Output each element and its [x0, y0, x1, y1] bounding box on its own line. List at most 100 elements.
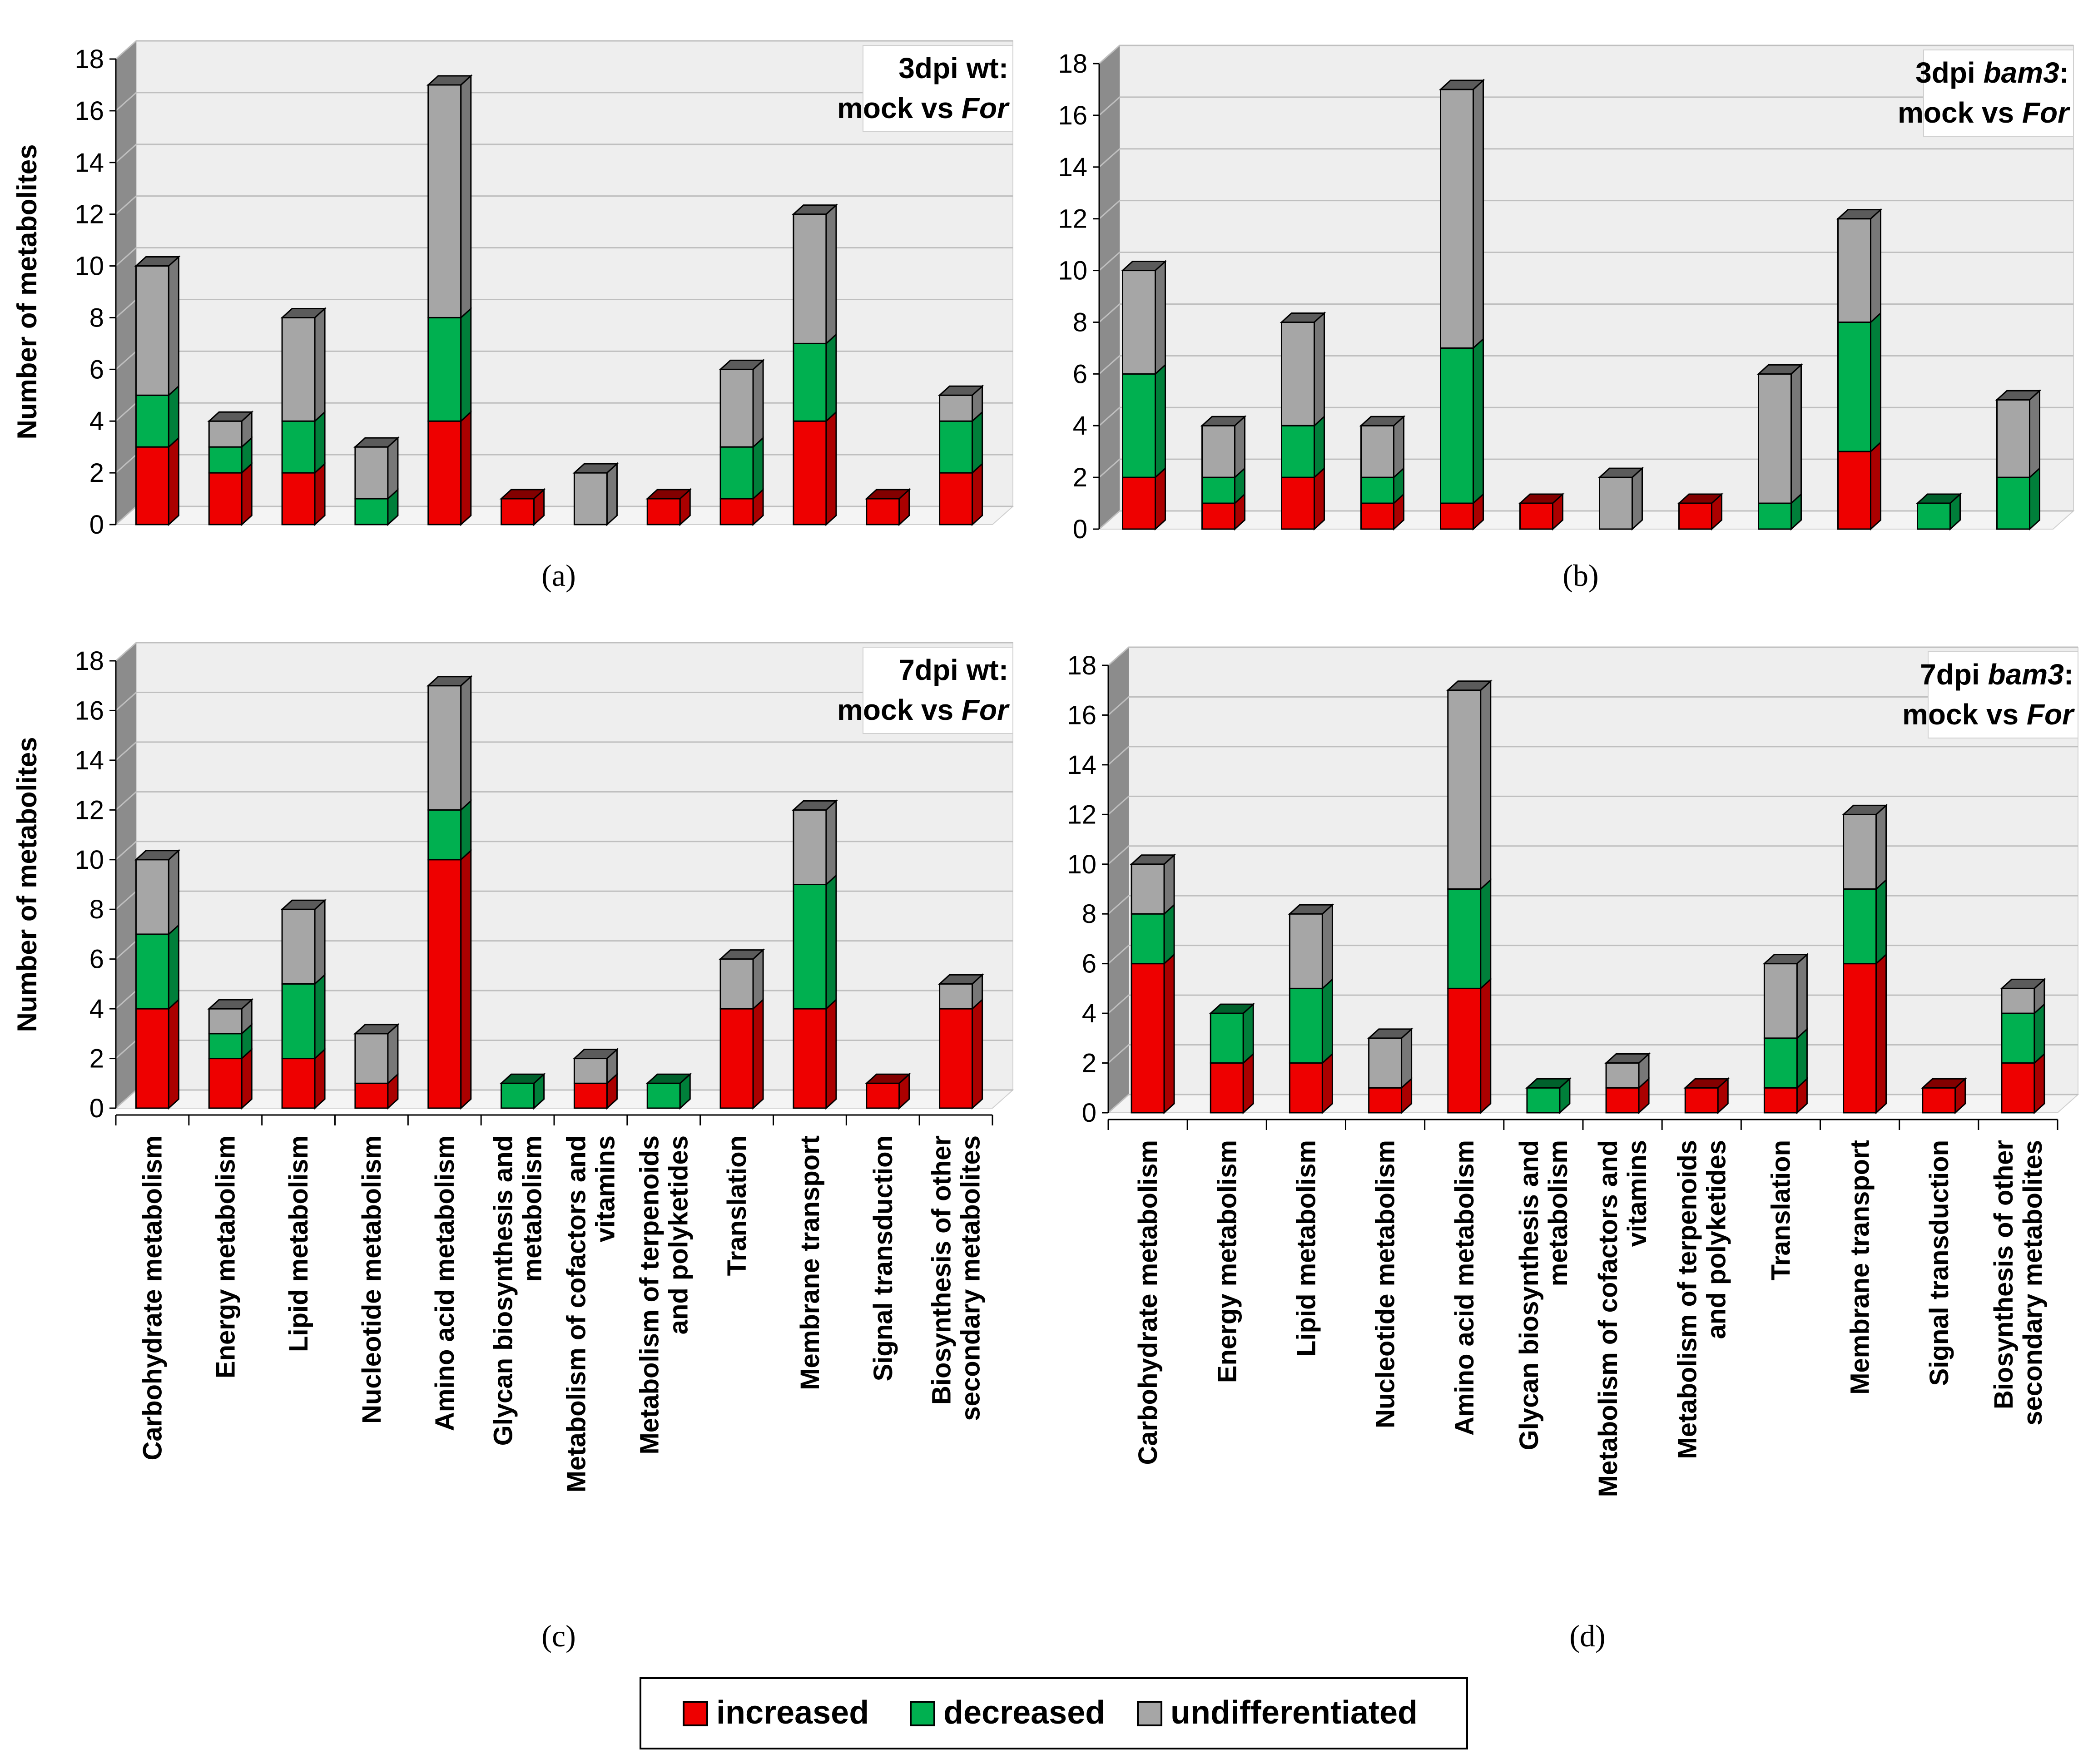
bar-front — [573, 1082, 608, 1109]
bar-side — [168, 384, 179, 449]
bar-decreased-11 — [2001, 1002, 2045, 1065]
title-text: 7dpi — [1920, 658, 1988, 691]
bar-increased-7 — [645, 488, 692, 526]
bar-front — [793, 809, 827, 886]
bar-side — [314, 410, 326, 475]
bar-top — [1518, 493, 1565, 504]
bar-front — [719, 1008, 754, 1109]
bar-top — [353, 437, 400, 448]
gridline — [115, 691, 1013, 711]
bar-increased-10 — [1920, 1077, 1967, 1115]
bar-top — [1359, 416, 1406, 426]
bar-top — [426, 676, 473, 687]
bar-increased-2 — [1289, 1052, 1333, 1115]
title-text: mock vs — [1898, 96, 2022, 129]
bar-side — [1393, 415, 1404, 479]
bar-side — [314, 1048, 326, 1110]
bar-front — [1678, 502, 1712, 530]
bar-undifferentiated-6 — [572, 1048, 619, 1085]
bar-decreased-9 — [793, 332, 837, 423]
bar-front — [1447, 689, 1482, 890]
bar-front — [208, 472, 243, 525]
gridline — [115, 642, 1013, 662]
bar-front — [939, 1008, 973, 1109]
bar-front — [793, 420, 827, 525]
gridline — [115, 40, 1013, 60]
bar-decreased-5 — [1525, 1077, 1572, 1115]
y-tick-label: 2 — [1073, 463, 1087, 492]
bar-decreased-3 — [1360, 466, 1404, 505]
x-tick-label: Amino acid metabolism — [430, 1135, 460, 1431]
bar-front — [793, 884, 827, 1010]
bar-front — [354, 1033, 389, 1084]
bar-front — [1281, 476, 1315, 530]
chart-title-line: 3dpi wt: — [898, 52, 1008, 84]
bar-front — [427, 317, 462, 422]
bar-front — [1837, 321, 1871, 452]
bar-top — [353, 1024, 400, 1035]
bar-increased-7 — [1683, 1077, 1730, 1115]
bar-side — [1242, 1002, 1254, 1065]
y-tick-label: 6 — [89, 945, 104, 974]
bar-side — [972, 998, 983, 1110]
bar-front — [135, 265, 169, 396]
bar-front — [1122, 476, 1156, 530]
bar-undifferentiated-11 — [1995, 389, 2042, 479]
gridline — [1108, 1044, 2078, 1064]
bar-increased-4 — [427, 849, 472, 1110]
bar-increased-8 — [719, 488, 764, 526]
bar-side — [1314, 415, 1325, 479]
bar-front — [1210, 1062, 1244, 1114]
bar-top — [1209, 1003, 1255, 1014]
gridline — [1108, 945, 2078, 964]
bar-front — [135, 446, 169, 525]
x-tick-label: Energy metabolism — [1212, 1140, 1242, 1383]
x-tick-label: and polyketides — [1701, 1140, 1731, 1339]
bar-front — [1526, 1087, 1561, 1114]
x-tick-label: Metabolism of cofactors and — [561, 1135, 591, 1492]
bar-increased-9 — [1843, 953, 1887, 1115]
bar-top — [1915, 493, 1962, 504]
bar-top — [1604, 1053, 1651, 1064]
bar-decreased-0 — [1122, 363, 1166, 479]
bar-front — [1837, 451, 1871, 530]
bar-front — [208, 420, 243, 448]
bar-side — [387, 1023, 399, 1085]
x-tick-label: Signal transduction — [868, 1135, 898, 1381]
bar-front — [1447, 987, 1482, 1114]
bar-undifferentiated-9 — [1836, 208, 1883, 324]
title-text: 3dpi — [1915, 56, 1983, 89]
bar-top — [937, 385, 984, 396]
bar-increased-5 — [1518, 492, 1565, 531]
bar-top — [864, 1073, 911, 1084]
bar-increased-10 — [864, 488, 911, 526]
bar-decreased-1 — [208, 1023, 253, 1060]
x-tick-label: Lipid metabolism — [284, 1135, 313, 1352]
bar-decreased-4 — [427, 307, 472, 423]
bar-front — [1122, 270, 1156, 375]
legend-swatch — [1137, 1701, 1162, 1726]
gridline — [1108, 845, 2078, 865]
bar-side — [1796, 953, 1808, 1040]
bar-top — [1841, 804, 1888, 815]
y-tick-label: 8 — [1073, 307, 1087, 337]
y-tick-label: 10 — [74, 845, 104, 875]
y-tick-label: 10 — [74, 252, 104, 281]
bar-front — [281, 472, 316, 525]
y-tick-label: 8 — [89, 895, 104, 924]
bar-undifferentiated-2 — [1280, 312, 1326, 427]
bar-increased-2 — [281, 462, 326, 526]
y-tick-label: 14 — [1058, 153, 1087, 182]
gridline — [1108, 895, 2078, 915]
gridline — [1099, 406, 2073, 426]
y-tick-label: 18 — [1067, 651, 1096, 680]
y-tick-label: 10 — [1067, 850, 1096, 879]
bar-front — [1763, 963, 1798, 1039]
bar-front — [793, 1008, 827, 1109]
bar-front — [501, 498, 535, 525]
gridline — [1099, 96, 2073, 116]
bar-side — [1480, 679, 1492, 891]
chart-panel-d: 0 2 4 6 8 10 12 14 16 18 7dpi bam3: mock vs For Carb… — [1067, 646, 2079, 1653]
bar-front — [1843, 888, 1877, 965]
bar-front — [1360, 502, 1394, 530]
